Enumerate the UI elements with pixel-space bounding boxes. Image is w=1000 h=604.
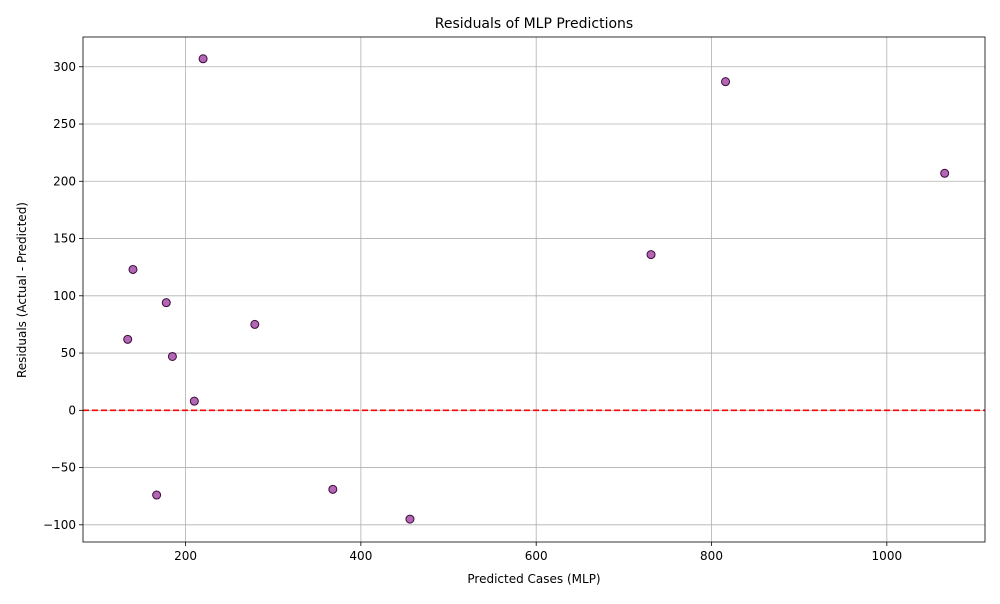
plot-area-background (83, 37, 985, 542)
y-tick-label: −100 (43, 518, 76, 532)
data-point (721, 77, 731, 87)
x-tick-label: 600 (525, 549, 548, 563)
data-point (328, 484, 338, 494)
y-tick-label: 250 (53, 117, 76, 131)
data-point (189, 396, 199, 406)
data-points-layer (123, 54, 950, 524)
x-tick-label: 400 (349, 549, 372, 563)
data-point (161, 298, 171, 308)
data-point (646, 250, 656, 260)
data-point (940, 168, 950, 178)
y-axis-label: Residuals (Actual - Predicted) (15, 202, 29, 378)
y-tick-label: 300 (53, 60, 76, 74)
data-point (128, 264, 138, 274)
grid-layer (83, 37, 985, 542)
x-tick-label: 800 (700, 549, 723, 563)
x-tick-label: 1000 (872, 549, 903, 563)
y-tick-label: 50 (61, 346, 76, 360)
x-tick-label: 200 (174, 549, 197, 563)
y-tick-label: 200 (53, 174, 76, 188)
data-point (405, 514, 415, 524)
y-tick-label: −50 (51, 461, 76, 475)
x-axis-label: Predicted Cases (MLP) (467, 572, 600, 586)
ticks-layer: 200 400 600 800 1000 −100 −50 0 50 100 150 200 250 30… (43, 60, 902, 563)
y-tick-label: 0 (68, 403, 76, 417)
data-point (152, 490, 162, 500)
y-tick-label: 150 (53, 232, 76, 246)
y-tick-label: 100 (53, 289, 76, 303)
plot-frame (82, 36, 986, 543)
data-point (167, 351, 177, 361)
chart-title: Residuals of MLP Predictions (435, 16, 633, 32)
data-point (250, 319, 260, 329)
data-point (123, 334, 133, 344)
data-point (198, 54, 208, 64)
